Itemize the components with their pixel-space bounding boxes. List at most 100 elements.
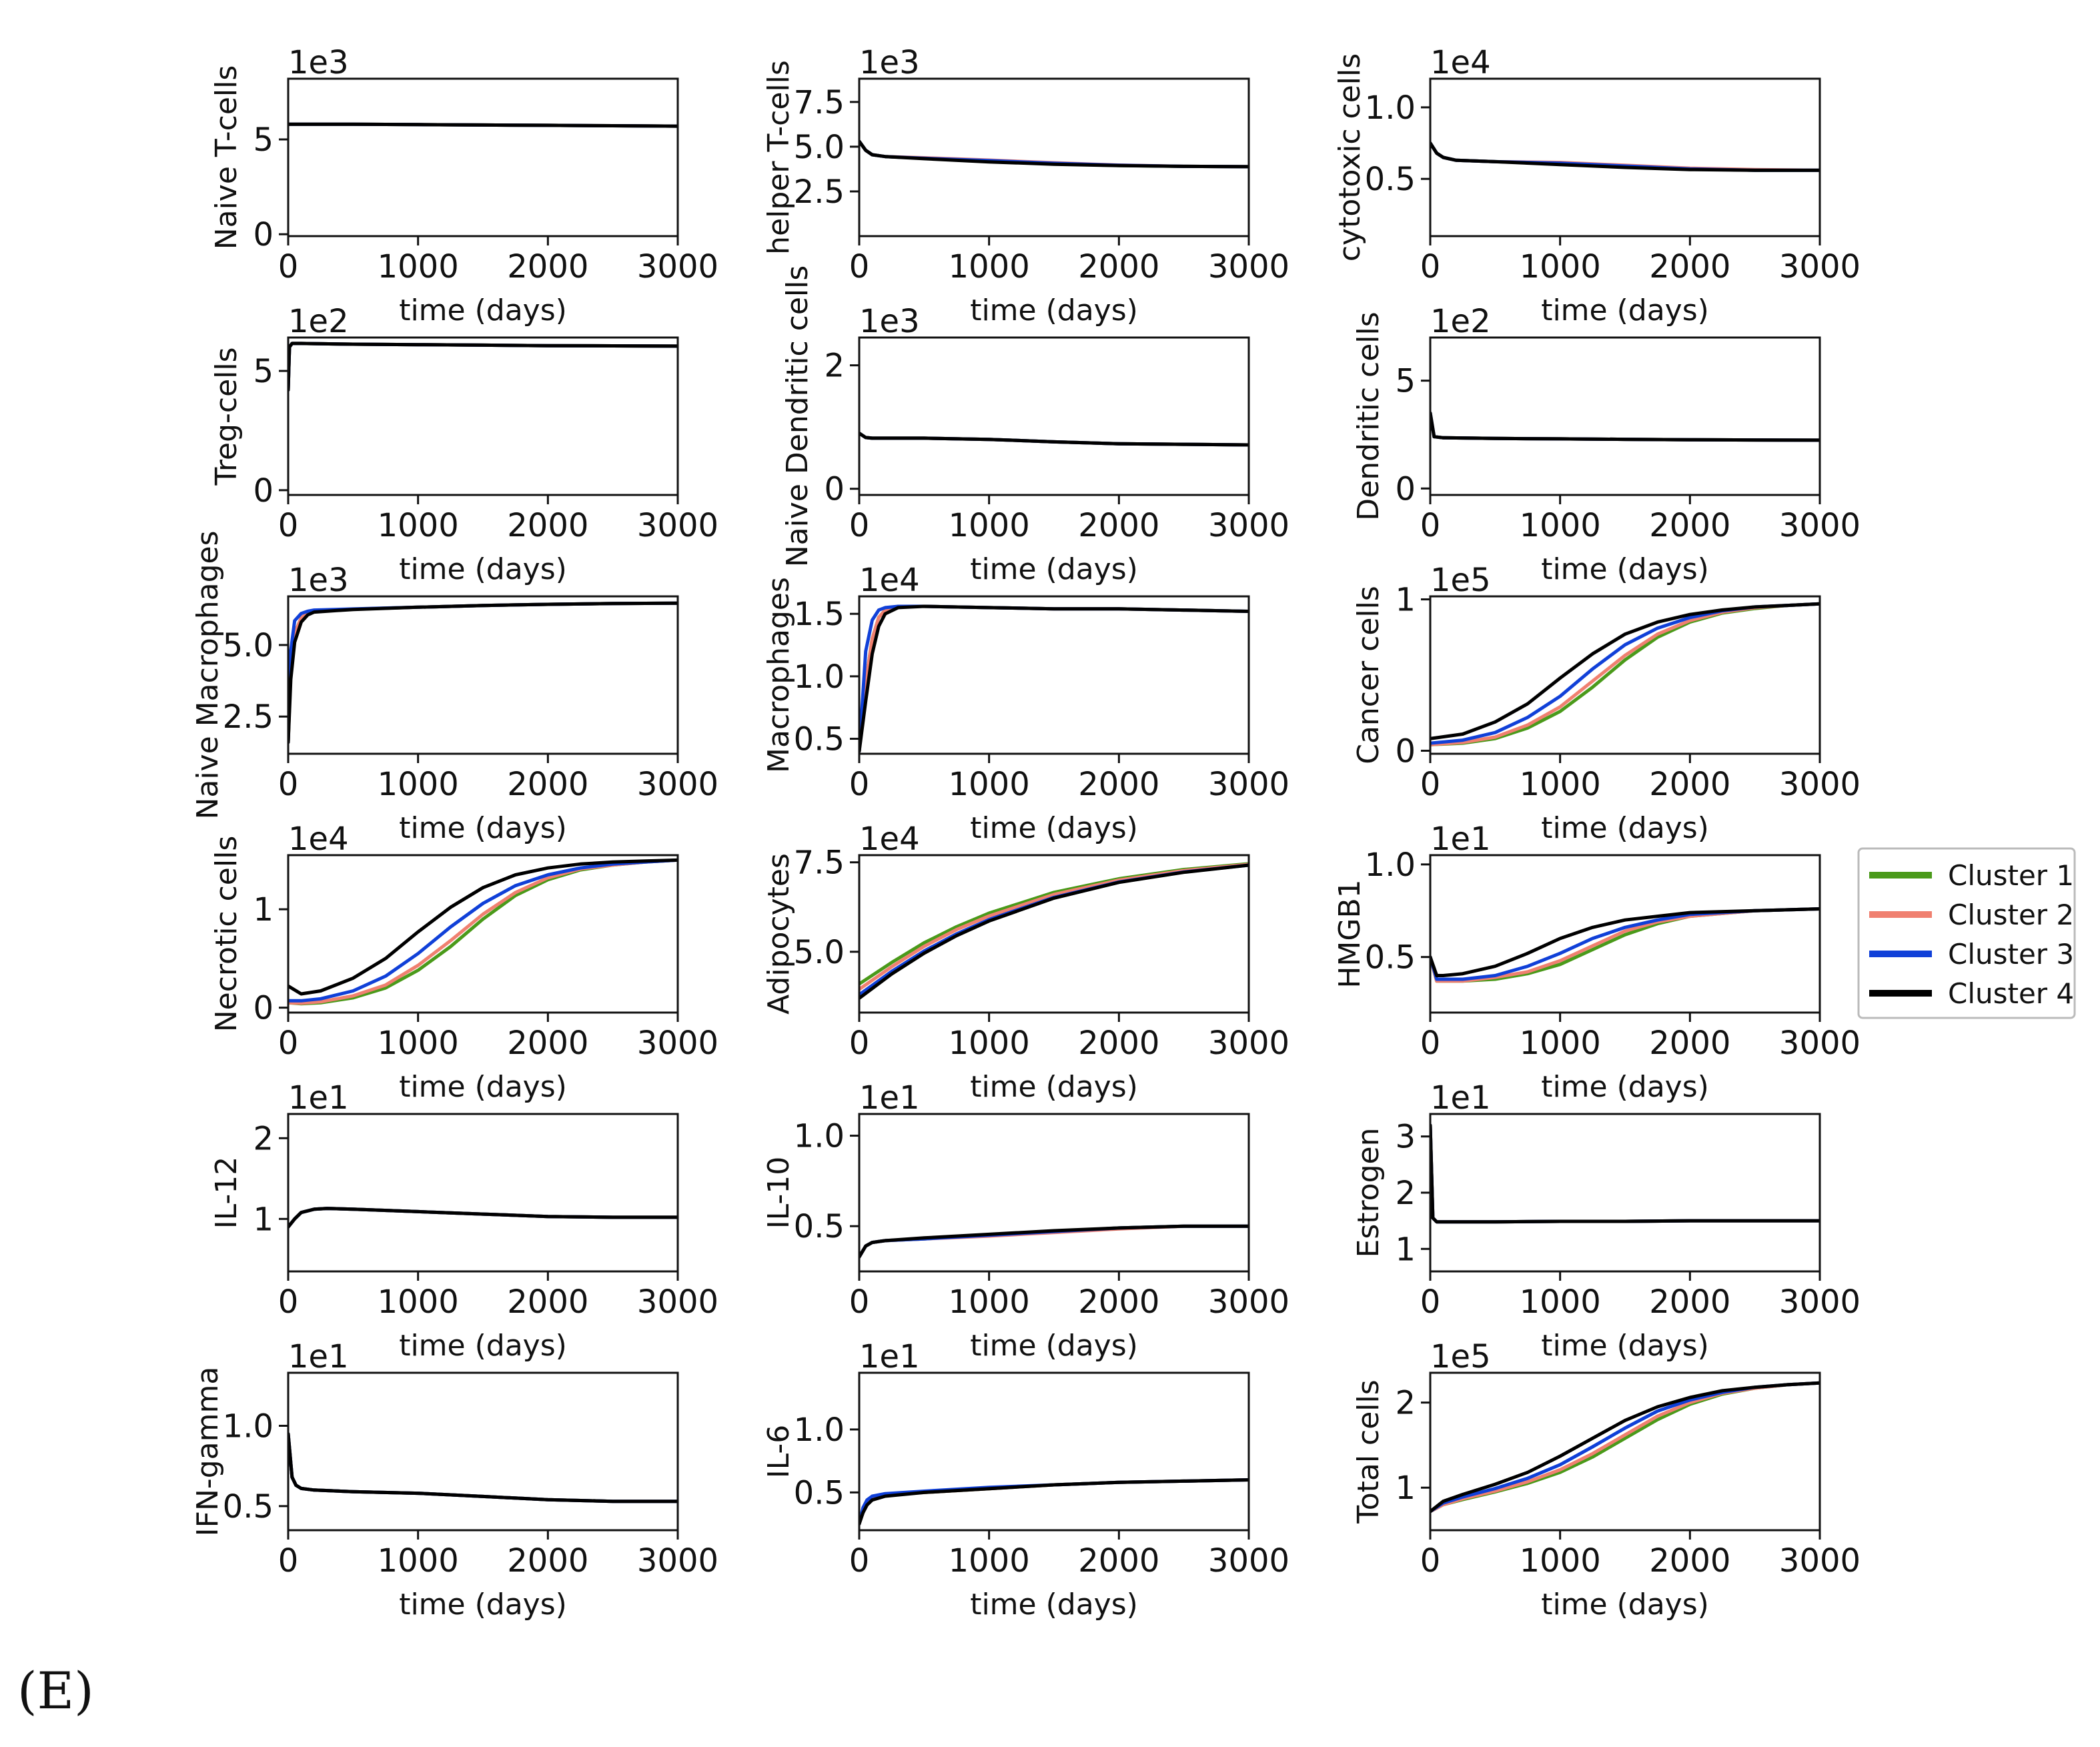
- x-tick-label: 2000: [1649, 766, 1730, 803]
- x-axis-label: time (days): [399, 1588, 567, 1622]
- subplot-dendritic-cells: 0 1000 2000 3000 0 5 1e2 time (days) Dendritic c…: [1352, 303, 1861, 586]
- x-tick-label: 1000: [949, 1542, 1030, 1580]
- x-axis-label: time (days): [1541, 1329, 1709, 1363]
- y-tick-label: 0: [1395, 470, 1416, 508]
- x-tick-label: 2000: [507, 766, 588, 803]
- x-tick-label: 0: [278, 248, 299, 285]
- x-tick-label: 2000: [507, 248, 588, 285]
- x-tick-label: 0: [1420, 248, 1441, 285]
- x-tick-label: 1000: [378, 1283, 459, 1321]
- series-line-cluster-4: [859, 863, 1249, 1000]
- x-tick-label: 2000: [1078, 766, 1159, 803]
- y-tick-label: 1.5: [794, 596, 845, 633]
- y-tick-label: 0: [253, 216, 274, 253]
- x-tick-label: 0: [849, 1025, 870, 1062]
- plot-frame: [858, 854, 1250, 1014]
- plot-frame: [287, 1113, 679, 1273]
- series-line-cluster-3: [288, 858, 678, 1003]
- x-tick-label: 2000: [1649, 248, 1730, 285]
- axis-exponent: 1e4: [859, 820, 920, 858]
- series-line-cluster-1: [859, 862, 1249, 986]
- series-line-cluster-4: [1430, 602, 1820, 740]
- x-tick-label: 2000: [1649, 1025, 1730, 1062]
- axis-exponent: 1e3: [288, 44, 349, 81]
- y-tick-label: 2: [1395, 1175, 1416, 1212]
- y-axis-label: cytotoxic cells: [1333, 53, 1367, 261]
- subplot-naive-macrophages: 0 1000 2000 3000 2.5 5.0 1e3 time (days) Naive M…: [191, 530, 718, 845]
- y-tick-label: 5: [253, 353, 274, 390]
- x-tick-label: 3000: [1779, 248, 1861, 285]
- x-tick-label: 1000: [949, 766, 1030, 803]
- axis-exponent: 1e1: [859, 1079, 920, 1117]
- x-axis-label: time (days): [1541, 1588, 1709, 1622]
- series-line-cluster-2: [1430, 1123, 1820, 1224]
- series-line-cluster-2: [859, 604, 1249, 753]
- axis-exponent: 1e3: [288, 562, 349, 599]
- series-line-cluster-3: [288, 342, 678, 392]
- x-tick-label: 3000: [1779, 507, 1861, 544]
- y-axis-label: IL-6: [762, 1425, 796, 1479]
- y-tick-label: 7.5: [794, 84, 845, 121]
- x-axis-label: time (days): [970, 1329, 1138, 1363]
- x-tick-label: 2000: [1649, 1542, 1730, 1580]
- series-line-cluster-4: [288, 342, 678, 392]
- series-line-cluster-4: [1430, 907, 1820, 977]
- x-axis-label: time (days): [399, 294, 567, 328]
- y-axis-label: IL-10: [762, 1157, 796, 1229]
- axis-exponent: 1e4: [1430, 44, 1491, 81]
- series-line-cluster-4: [288, 1432, 678, 1504]
- x-tick-label: 1000: [378, 248, 459, 285]
- x-axis-label: time (days): [970, 294, 1138, 328]
- subplot-ifn-gamma: 0 1000 2000 3000 0.5 1.0 1e1 time (days) IFN-gam…: [191, 1338, 718, 1622]
- plot-frame: [858, 336, 1250, 496]
- plot-frame: [1429, 1113, 1821, 1273]
- x-tick-label: 1000: [1520, 1283, 1601, 1321]
- axis-exponent: 1e3: [859, 44, 920, 81]
- x-tick-label: 3000: [1208, 248, 1289, 285]
- x-tick-label: 2000: [1078, 507, 1159, 544]
- y-tick-label: 0.5: [794, 721, 845, 758]
- x-tick-label: 0: [278, 1283, 299, 1321]
- series-line-cluster-4: [1430, 141, 1820, 172]
- x-tick-label: 3000: [1208, 1025, 1289, 1062]
- y-tick-label: 1.0: [223, 1407, 274, 1445]
- y-axis-label: Naive Dendritic cells: [780, 265, 815, 568]
- subplot-hmgb1: 0 1000 2000 3000 0.5 1.0 1e1 time (days) HMGB1: [1333, 820, 1861, 1104]
- x-axis-label: time (days): [970, 552, 1138, 586]
- y-tick-label: 0.5: [794, 1208, 845, 1245]
- plot-frame: [858, 77, 1250, 237]
- y-axis-label: Necrotic cells: [209, 836, 243, 1033]
- y-axis-label: Naive T-cells: [209, 65, 243, 250]
- y-axis-label: Cancer cells: [1352, 586, 1386, 764]
- plot-frame: [1429, 1371, 1821, 1532]
- series-line-cluster-1: [288, 342, 678, 392]
- x-tick-label: 0: [1420, 766, 1441, 803]
- x-axis-label: time (days): [399, 552, 567, 586]
- x-tick-label: 0: [1420, 1283, 1441, 1321]
- x-tick-label: 0: [849, 507, 870, 544]
- y-tick-label: 1.0: [794, 658, 845, 696]
- series-line-cluster-3: [1430, 411, 1820, 442]
- subplot-il-6: 0 1000 2000 3000 0.5 1.0 1e1 time (days) IL-6: [762, 1338, 1289, 1622]
- y-tick-label: 1.0: [794, 1411, 845, 1449]
- y-tick-label: 5: [1395, 363, 1416, 400]
- legend-label-cluster-2: Cluster 2: [1948, 899, 2074, 931]
- legend-label-cluster-1: Cluster 1: [1948, 859, 2074, 892]
- subplot-total-cells: 0 1000 2000 3000 1 2 1e5 time (days) Total cells: [1352, 1338, 1861, 1622]
- y-tick-label: 2.5: [223, 698, 274, 736]
- x-tick-label: 1000: [1520, 248, 1601, 285]
- y-tick-label: 0: [253, 472, 274, 510]
- x-tick-label: 3000: [637, 766, 718, 803]
- y-axis-label: Naive Macrophages: [191, 530, 225, 819]
- plot-frame: [1429, 595, 1821, 755]
- y-tick-label: 5.0: [223, 627, 274, 664]
- subplot-adipocytes: 0 1000 2000 3000 5.0 7.5 1e4 time (days) Adipocy…: [762, 820, 1289, 1104]
- x-axis-label: time (days): [399, 811, 567, 845]
- subplot-estrogen: 0 1000 2000 3000 1 2 3 1e1 time (days) Estrogen: [1352, 1079, 1861, 1363]
- y-tick-label: 1.0: [794, 1118, 845, 1155]
- y-tick-label: 1: [253, 891, 274, 929]
- axis-exponent: 1e1: [1430, 820, 1491, 858]
- x-tick-label: 0: [849, 1283, 870, 1321]
- x-tick-label: 2000: [1078, 1283, 1159, 1321]
